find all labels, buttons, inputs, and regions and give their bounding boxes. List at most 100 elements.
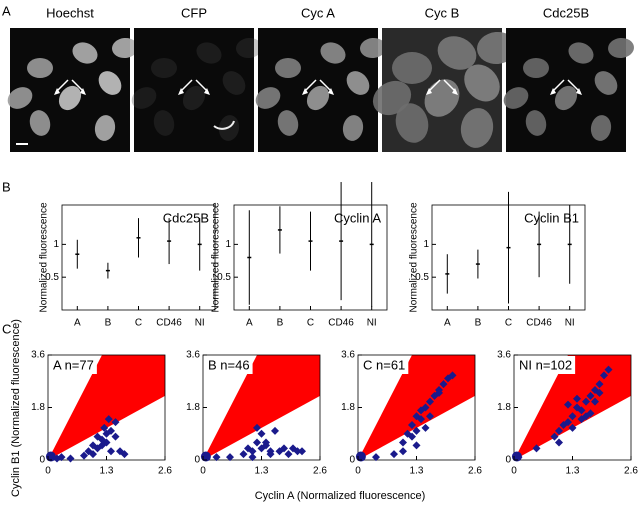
arrow-head [204, 88, 210, 95]
x-tick-label: 0 [200, 466, 206, 477]
point [408, 421, 416, 429]
x-tick-label: 2.6 [624, 466, 638, 477]
cell [590, 115, 612, 141]
region-band [514, 355, 631, 460]
cell [320, 42, 346, 64]
x-tick-label: CD46 [328, 318, 354, 329]
cell [182, 85, 206, 111]
y-tick-label: 3.6 [497, 350, 511, 361]
y-tick-label: 1 [225, 239, 231, 250]
point [448, 371, 457, 380]
x-tick-label: CD46 [156, 318, 182, 329]
title-bg [359, 356, 409, 374]
cell [196, 42, 222, 64]
y-tick-label: 1.8 [186, 402, 200, 413]
y-axis-label: Cyclin B1 (Normalized fluorescence) [10, 319, 22, 497]
point [595, 388, 604, 397]
point [253, 423, 261, 432]
point [417, 415, 425, 424]
x-tick-label: B [475, 318, 482, 329]
point [253, 438, 261, 447]
arrow-head [178, 88, 184, 95]
x-tick-label: 1.3 [410, 466, 424, 477]
point [66, 454, 75, 463]
point [390, 450, 398, 459]
cell [395, 103, 429, 143]
cell [131, 87, 157, 109]
x-tick-label: C [307, 318, 314, 329]
y-axis-label: Normalized fluorescence [39, 202, 50, 312]
cell [346, 71, 370, 95]
image-label: Cyc A [301, 5, 335, 20]
point [107, 447, 115, 456]
cell [424, 79, 460, 117]
point [399, 447, 407, 456]
x-tick-label: A [444, 318, 451, 329]
cell [94, 115, 116, 141]
point [568, 412, 577, 421]
point [573, 394, 581, 403]
arrow-head [302, 88, 308, 95]
y-tick-label: 0 [194, 455, 200, 466]
chart-title: NI n=102 [519, 357, 572, 372]
panel-label: A [2, 3, 11, 18]
cell [277, 110, 299, 136]
y-tick-label: 0 [505, 455, 511, 466]
point [266, 450, 275, 459]
cell [525, 110, 547, 136]
x-tick-label: 0 [355, 466, 361, 477]
image-label: CFP [181, 5, 207, 20]
point [120, 450, 129, 459]
cell [523, 58, 549, 78]
arrow-head [576, 88, 582, 95]
point [84, 447, 93, 456]
point [421, 423, 430, 432]
x-tick-label: 1.3 [566, 466, 580, 477]
y-tick-label: 1.8 [497, 402, 511, 413]
chart-title: A n=77 [53, 357, 94, 372]
point [417, 406, 425, 415]
point [298, 447, 306, 456]
title-bg [515, 356, 576, 374]
point [80, 451, 88, 460]
arrow-head [328, 88, 334, 95]
point [582, 397, 590, 406]
cell [503, 87, 529, 109]
x-tick-label: 1.3 [255, 466, 269, 477]
point [212, 453, 221, 462]
point [514, 453, 523, 462]
x-tick-label: A [74, 318, 81, 329]
cell [594, 71, 618, 95]
y-tick-label: 1 [53, 239, 59, 250]
title-bg [49, 356, 97, 374]
y-tick-label: 1.8 [31, 402, 45, 413]
cell [306, 85, 330, 111]
y-axis-label: Normalized fluorescence [211, 202, 222, 312]
cell [360, 37, 386, 59]
point [582, 412, 590, 421]
point [439, 380, 448, 389]
cell [153, 110, 175, 136]
point [104, 415, 113, 424]
cell [27, 58, 53, 78]
point [280, 444, 288, 453]
point [93, 432, 102, 441]
y-tick-label: 3.6 [186, 350, 200, 361]
cell [58, 85, 82, 111]
point [239, 450, 248, 459]
point [399, 438, 407, 447]
cell [72, 42, 98, 64]
point [111, 432, 120, 441]
cell [392, 52, 432, 84]
point [284, 450, 293, 459]
point [577, 406, 586, 415]
cell [372, 80, 412, 116]
chart-title: B n=46 [208, 357, 250, 372]
point [426, 412, 434, 421]
point [426, 397, 434, 406]
image-label: Hoechst [46, 5, 94, 20]
point [257, 444, 266, 453]
y-tick-label: 0.5 [415, 272, 429, 283]
point [100, 423, 109, 432]
